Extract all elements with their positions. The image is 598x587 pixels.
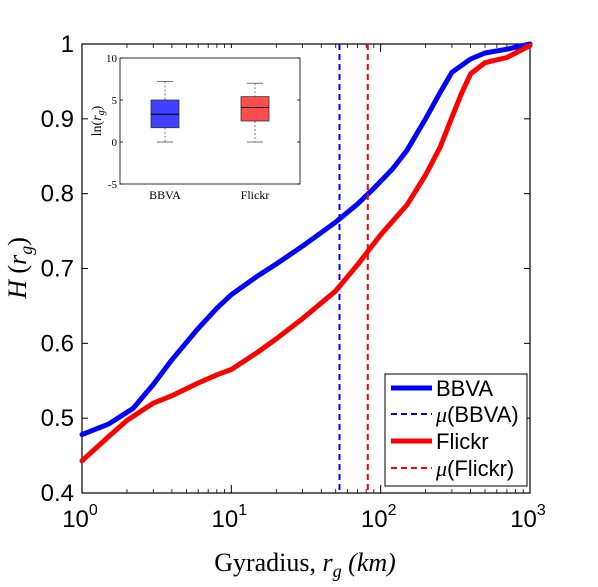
series-lines bbox=[79, 41, 533, 493]
inset-y-label-sub: g bbox=[96, 110, 107, 115]
legend-label-mu-bbva: μ(BBVA) bbox=[435, 402, 519, 427]
inset-y-label-text: ln( bbox=[90, 120, 105, 136]
x-axis-label-unit: (km) bbox=[342, 548, 396, 577]
legend-prefix-mu-bbva: μ bbox=[435, 402, 447, 427]
x-tick-label: 101 bbox=[212, 502, 248, 533]
y-tick-label: 0.8 bbox=[41, 181, 74, 208]
legend: BBVA μ(BBVA) Flickr μ(Flickr) bbox=[384, 373, 528, 487]
x-tick-base: 10 bbox=[361, 506, 388, 533]
legend-text-bbva: BBVA bbox=[436, 376, 493, 401]
inset-category-label-bbva: BBVA bbox=[149, 188, 181, 202]
y-tick-label: 0.9 bbox=[41, 106, 74, 133]
y-axis-label-arg: r bbox=[3, 254, 32, 265]
inset-y-tick-label: 10 bbox=[106, 53, 118, 65]
y-tick-label: 0.7 bbox=[41, 256, 74, 283]
x-tick-label: 103 bbox=[510, 502, 546, 533]
x-axis-label-var: r bbox=[323, 548, 334, 577]
inset-y-label: ln(rg) bbox=[90, 105, 107, 136]
x-axis-label: Gyradius, rg (km) bbox=[214, 548, 396, 581]
x-axis-label-text: Gyradius, bbox=[214, 548, 322, 577]
y-axis-label-sub: g bbox=[16, 246, 36, 255]
legend-label-flickr: Flickr bbox=[436, 429, 489, 454]
inset-y-label-close: ) bbox=[90, 105, 105, 110]
y-axis-label: H (rg) bbox=[3, 237, 36, 300]
inset-y-tick-label: -5 bbox=[108, 179, 118, 191]
inset-marks: -5 0 5 10 BBVA Flickr bbox=[106, 53, 300, 202]
x-tick-label: 102 bbox=[361, 502, 397, 533]
x-tick-base: 10 bbox=[510, 506, 537, 533]
x-tick-exponent: 1 bbox=[238, 502, 247, 519]
inset-y-tick-label: 0 bbox=[112, 137, 118, 149]
series-line-flickr bbox=[79, 43, 533, 464]
x-tick-base: 10 bbox=[212, 506, 239, 533]
y-axis-label-var: H bbox=[3, 279, 32, 300]
y-axis-label-open: ( bbox=[3, 265, 32, 280]
x-axis-ticks: 100 101 102 103 bbox=[62, 44, 546, 533]
inset-category-label-flickr: Flickr bbox=[241, 188, 270, 202]
legend-text-mu-flickr: (Flickr) bbox=[447, 456, 514, 481]
x-tick-label: 100 bbox=[62, 502, 98, 533]
x-tick-exponent: 0 bbox=[89, 502, 98, 519]
y-tick-label: 1 bbox=[61, 31, 74, 58]
series-line-bbva bbox=[79, 41, 533, 438]
y-axis-label-close: ) bbox=[3, 237, 32, 246]
inset-background bbox=[112, 48, 302, 216]
legend-text-flickr: Flickr bbox=[436, 429, 489, 454]
y-tick-label: 0.6 bbox=[41, 330, 74, 357]
legend-prefix-mu-flickr: μ bbox=[435, 456, 447, 481]
inset-frame bbox=[119, 57, 301, 185]
inset-y-tick-label: 5 bbox=[112, 95, 118, 107]
legend-text-mu-bbva: (BBVA) bbox=[447, 402, 519, 427]
x-tick-exponent: 2 bbox=[388, 502, 397, 519]
inset-y-label-var: r bbox=[90, 115, 105, 121]
x-tick-exponent: 3 bbox=[537, 502, 546, 519]
x-tick-base: 10 bbox=[62, 506, 89, 533]
y-axis-ticks: 0.4 0.5 0.6 0.7 0.8 0.9 1 bbox=[41, 31, 530, 507]
y-tick-label: 0.4 bbox=[41, 480, 74, 507]
legend-label-mu-flickr: μ(Flickr) bbox=[435, 456, 514, 481]
legend-box bbox=[384, 373, 528, 487]
legend-label-bbva: BBVA bbox=[436, 376, 493, 401]
inset-boxplot: -5 0 5 10 BBVA Flickr ln(rg) bbox=[90, 48, 302, 216]
y-tick-label: 0.5 bbox=[41, 405, 74, 432]
inset-box-flickr bbox=[240, 96, 270, 122]
x-axis-label-sub: g bbox=[333, 561, 342, 581]
